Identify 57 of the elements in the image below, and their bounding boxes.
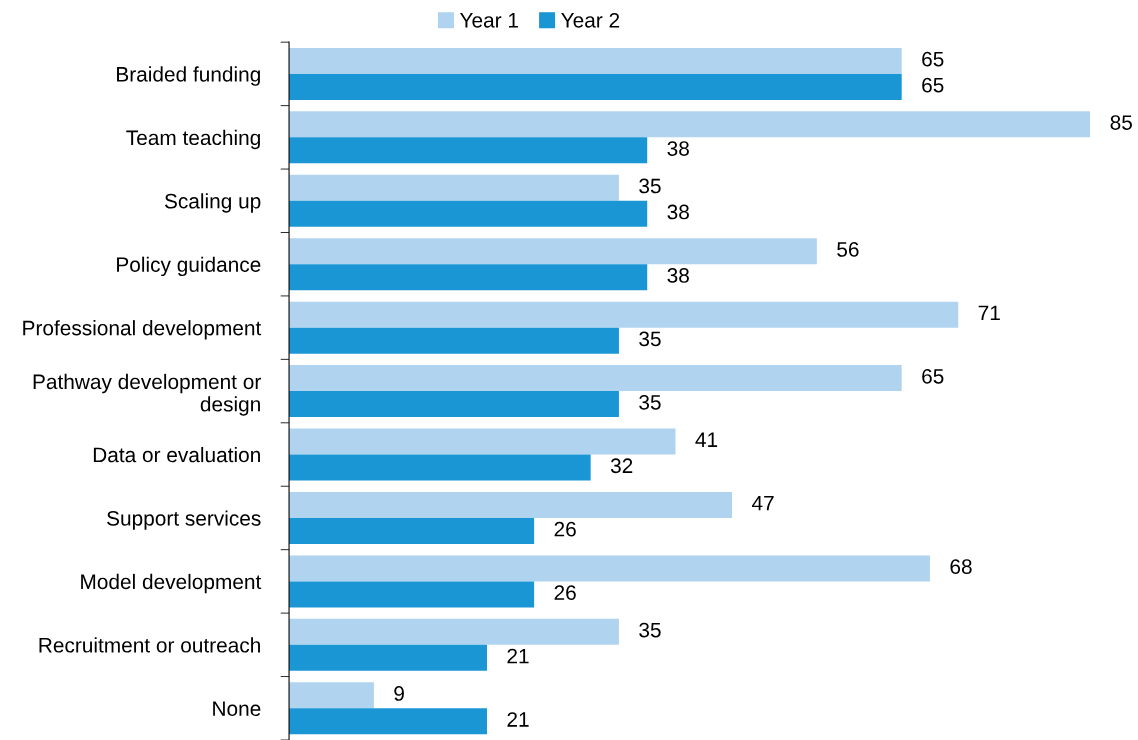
data-label: 21 xyxy=(507,712,529,727)
data-label: 65 xyxy=(922,368,944,384)
y-tick-label: None xyxy=(213,701,261,717)
data-label: 41 xyxy=(695,432,718,447)
bar xyxy=(289,47,902,74)
bar xyxy=(289,491,733,518)
data-label: 21 xyxy=(507,648,529,664)
y-tick-label: Professional development xyxy=(23,320,262,340)
data-label: 35 xyxy=(639,394,661,410)
y-tick-label: Policy guidance xyxy=(117,256,261,277)
data-label: 65 xyxy=(922,77,944,93)
data-label: 38 xyxy=(667,141,689,156)
bar xyxy=(289,581,535,608)
bar xyxy=(289,708,487,735)
bar xyxy=(289,238,817,265)
y-tick-label: Data or evaluation xyxy=(93,446,260,463)
data-label: 38 xyxy=(667,204,689,220)
bar xyxy=(289,111,1091,138)
bar xyxy=(289,517,535,544)
bar xyxy=(289,454,591,481)
bar xyxy=(289,73,902,100)
data-label: 38 xyxy=(667,268,689,283)
bar xyxy=(289,174,619,201)
bar xyxy=(289,264,648,291)
data-label: 65 xyxy=(922,51,944,67)
y-tick-label: Scaling up xyxy=(164,193,261,213)
data-label: 9 xyxy=(394,686,404,701)
y-tick-label: Model development xyxy=(81,573,262,594)
bar xyxy=(289,365,902,392)
bar xyxy=(289,682,374,709)
bar xyxy=(289,428,676,455)
data-label: 56 xyxy=(837,242,859,257)
data-label: 32 xyxy=(610,458,633,474)
data-label: 35 xyxy=(639,178,661,194)
bar xyxy=(289,644,487,671)
bar xyxy=(289,391,619,418)
data-label: 26 xyxy=(554,585,576,600)
legend-label: Year 1 xyxy=(459,13,518,28)
y-tick-label: Braided funding xyxy=(117,66,260,86)
y-tick-label: Pathway development or design xyxy=(33,373,261,416)
y-tick-label: Support services xyxy=(107,510,261,530)
bar xyxy=(289,555,930,582)
bar xyxy=(289,301,959,328)
data-label: 85 xyxy=(1110,115,1132,130)
data-label: 68 xyxy=(950,559,972,574)
y-tick-label: Recruitment or outreach xyxy=(39,637,260,653)
legend-label: Year 2 xyxy=(561,12,620,28)
data-label: 35 xyxy=(639,331,661,347)
data-label: 26 xyxy=(554,521,576,537)
bar xyxy=(289,137,648,164)
bar xyxy=(289,200,648,227)
data-label: 71 xyxy=(978,305,1000,321)
data-label: 35 xyxy=(639,622,661,638)
bar xyxy=(289,327,619,354)
bar xyxy=(289,618,619,645)
data-label: 47 xyxy=(751,496,774,511)
y-tick-label: Team teaching xyxy=(126,129,260,150)
